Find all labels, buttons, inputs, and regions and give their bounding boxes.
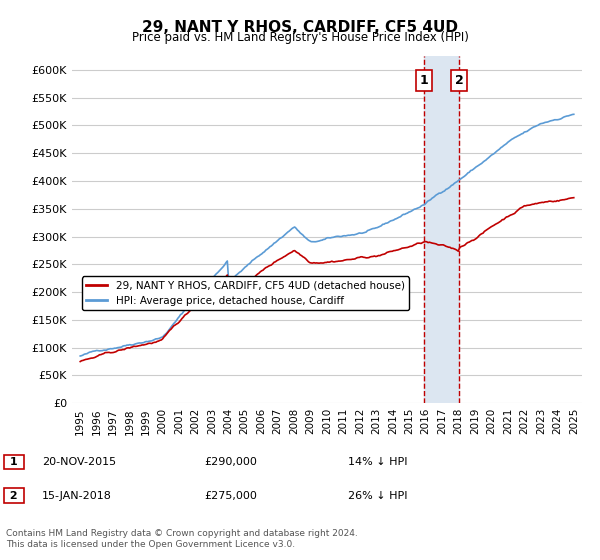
Text: 2: 2 — [455, 74, 464, 87]
Text: 29, NANT Y RHOS, CARDIFF, CF5 4UD: 29, NANT Y RHOS, CARDIFF, CF5 4UD — [142, 20, 458, 35]
Legend: 29, NANT Y RHOS, CARDIFF, CF5 4UD (detached house), HPI: Average price, detached: 29, NANT Y RHOS, CARDIFF, CF5 4UD (detac… — [82, 277, 409, 310]
Text: 14% ↓ HPI: 14% ↓ HPI — [348, 457, 407, 467]
Text: 2: 2 — [6, 491, 22, 501]
Text: £290,000: £290,000 — [204, 457, 257, 467]
Text: Contains HM Land Registry data © Crown copyright and database right 2024.
This d: Contains HM Land Registry data © Crown c… — [6, 529, 358, 549]
Text: £275,000: £275,000 — [204, 491, 257, 501]
Bar — [424, 56, 459, 403]
Text: 26% ↓ HPI: 26% ↓ HPI — [348, 491, 407, 501]
Text: 1: 1 — [6, 457, 22, 467]
Text: 15-JAN-2018: 15-JAN-2018 — [42, 491, 112, 501]
Text: 1: 1 — [419, 74, 428, 87]
Text: 20-NOV-2015: 20-NOV-2015 — [42, 457, 116, 467]
Text: Price paid vs. HM Land Registry's House Price Index (HPI): Price paid vs. HM Land Registry's House … — [131, 31, 469, 44]
